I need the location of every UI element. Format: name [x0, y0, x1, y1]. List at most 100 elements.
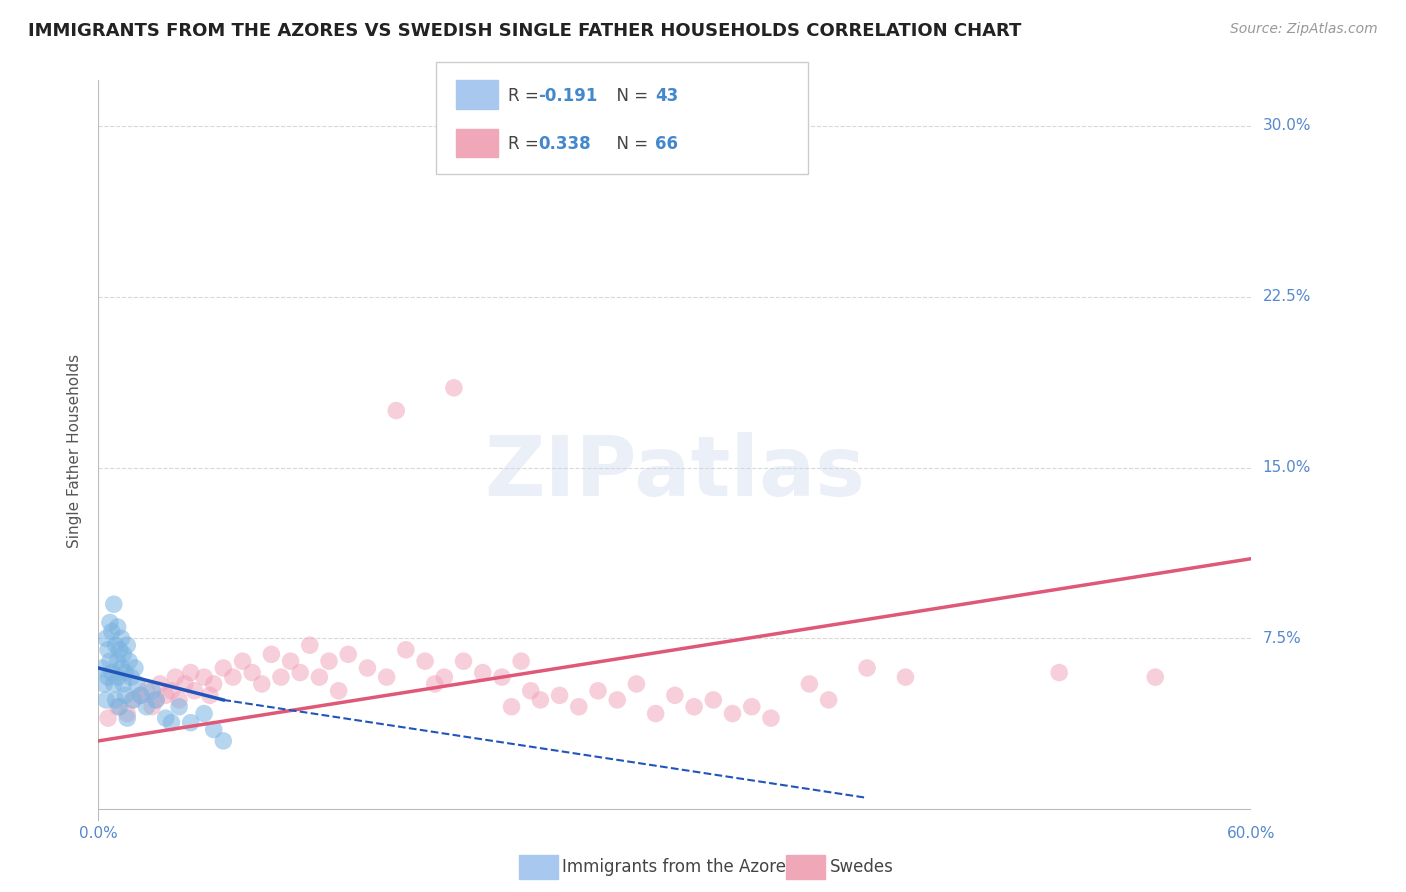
Point	[212, 661, 235, 675]
Text: ZIPatlas: ZIPatlas	[485, 432, 865, 513]
Point	[135, 699, 157, 714]
Point	[180, 715, 202, 730]
Point	[644, 706, 666, 721]
Point	[193, 706, 215, 721]
Point	[423, 677, 446, 691]
Point	[145, 693, 167, 707]
Point	[471, 665, 494, 680]
Point	[683, 699, 706, 714]
Point	[260, 648, 283, 662]
Point	[167, 693, 190, 707]
Point	[702, 693, 724, 707]
Point	[198, 689, 221, 703]
Point	[337, 648, 360, 662]
Point	[180, 665, 202, 680]
Point	[183, 683, 205, 698]
Point	[167, 699, 190, 714]
Point	[104, 693, 127, 707]
Point	[107, 670, 129, 684]
Point	[129, 689, 152, 703]
Point	[98, 615, 121, 630]
Point	[107, 620, 129, 634]
Point	[97, 711, 120, 725]
Text: N =: N =	[606, 135, 654, 153]
Point	[433, 670, 456, 684]
Point	[222, 670, 245, 684]
Point	[110, 632, 132, 646]
Point	[117, 711, 139, 725]
Point	[375, 670, 398, 684]
Point	[112, 648, 135, 662]
Point	[799, 677, 821, 691]
Point	[108, 699, 131, 714]
Point	[520, 683, 543, 698]
Text: 7.5%: 7.5%	[1263, 631, 1301, 646]
Point	[120, 670, 142, 684]
Point	[548, 689, 571, 703]
Text: 0.338: 0.338	[538, 135, 591, 153]
Point	[817, 693, 839, 707]
Point	[443, 381, 465, 395]
Point	[107, 699, 129, 714]
Point	[165, 670, 187, 684]
Point	[155, 711, 177, 725]
Point	[93, 677, 115, 691]
Point	[280, 654, 302, 668]
Text: Immigrants from the Azores: Immigrants from the Azores	[562, 858, 796, 876]
Point	[626, 677, 648, 691]
Point	[110, 661, 132, 675]
Point	[356, 661, 378, 675]
Point	[385, 403, 408, 417]
Point	[174, 677, 197, 691]
Point	[231, 654, 254, 668]
Point	[856, 661, 879, 675]
Point	[568, 699, 591, 714]
Point	[97, 670, 120, 684]
Text: IMMIGRANTS FROM THE AZORES VS SWEDISH SINGLE FATHER HOUSEHOLDS CORRELATION CHART: IMMIGRANTS FROM THE AZORES VS SWEDISH SI…	[28, 22, 1022, 40]
Point	[141, 699, 163, 714]
Point	[328, 683, 350, 698]
Point	[250, 677, 273, 691]
Text: R =: R =	[508, 135, 544, 153]
Text: 43: 43	[655, 87, 679, 104]
Point	[149, 677, 172, 691]
Point	[155, 689, 177, 703]
Point	[114, 689, 136, 703]
Point	[91, 661, 114, 675]
Point	[141, 683, 163, 698]
Point	[135, 683, 157, 698]
Point	[108, 642, 131, 657]
Text: 15.0%: 15.0%	[1263, 460, 1310, 475]
Point	[664, 689, 686, 703]
Point	[112, 677, 135, 691]
Point	[395, 642, 418, 657]
Point	[290, 665, 312, 680]
Point	[491, 670, 513, 684]
Point	[97, 642, 120, 657]
Text: 22.5%: 22.5%	[1263, 289, 1310, 304]
Point	[240, 665, 263, 680]
Point	[145, 693, 167, 707]
Point	[129, 689, 152, 703]
Point	[160, 715, 183, 730]
Point	[586, 683, 609, 698]
Point	[117, 706, 139, 721]
Point	[122, 693, 145, 707]
Point	[741, 699, 763, 714]
Point	[101, 624, 124, 639]
Text: N =: N =	[606, 87, 654, 104]
Point	[212, 734, 235, 748]
Point	[1047, 665, 1070, 680]
Point	[308, 670, 330, 684]
Point	[606, 693, 628, 707]
Point	[759, 711, 782, 725]
Text: R =: R =	[508, 87, 544, 104]
Point	[529, 693, 551, 707]
Point	[160, 683, 183, 698]
Point	[125, 677, 148, 691]
Point	[894, 670, 917, 684]
Point	[721, 706, 744, 721]
Point	[114, 665, 136, 680]
Point	[318, 654, 340, 668]
Y-axis label: Single Father Households: Single Father Households	[67, 353, 83, 548]
